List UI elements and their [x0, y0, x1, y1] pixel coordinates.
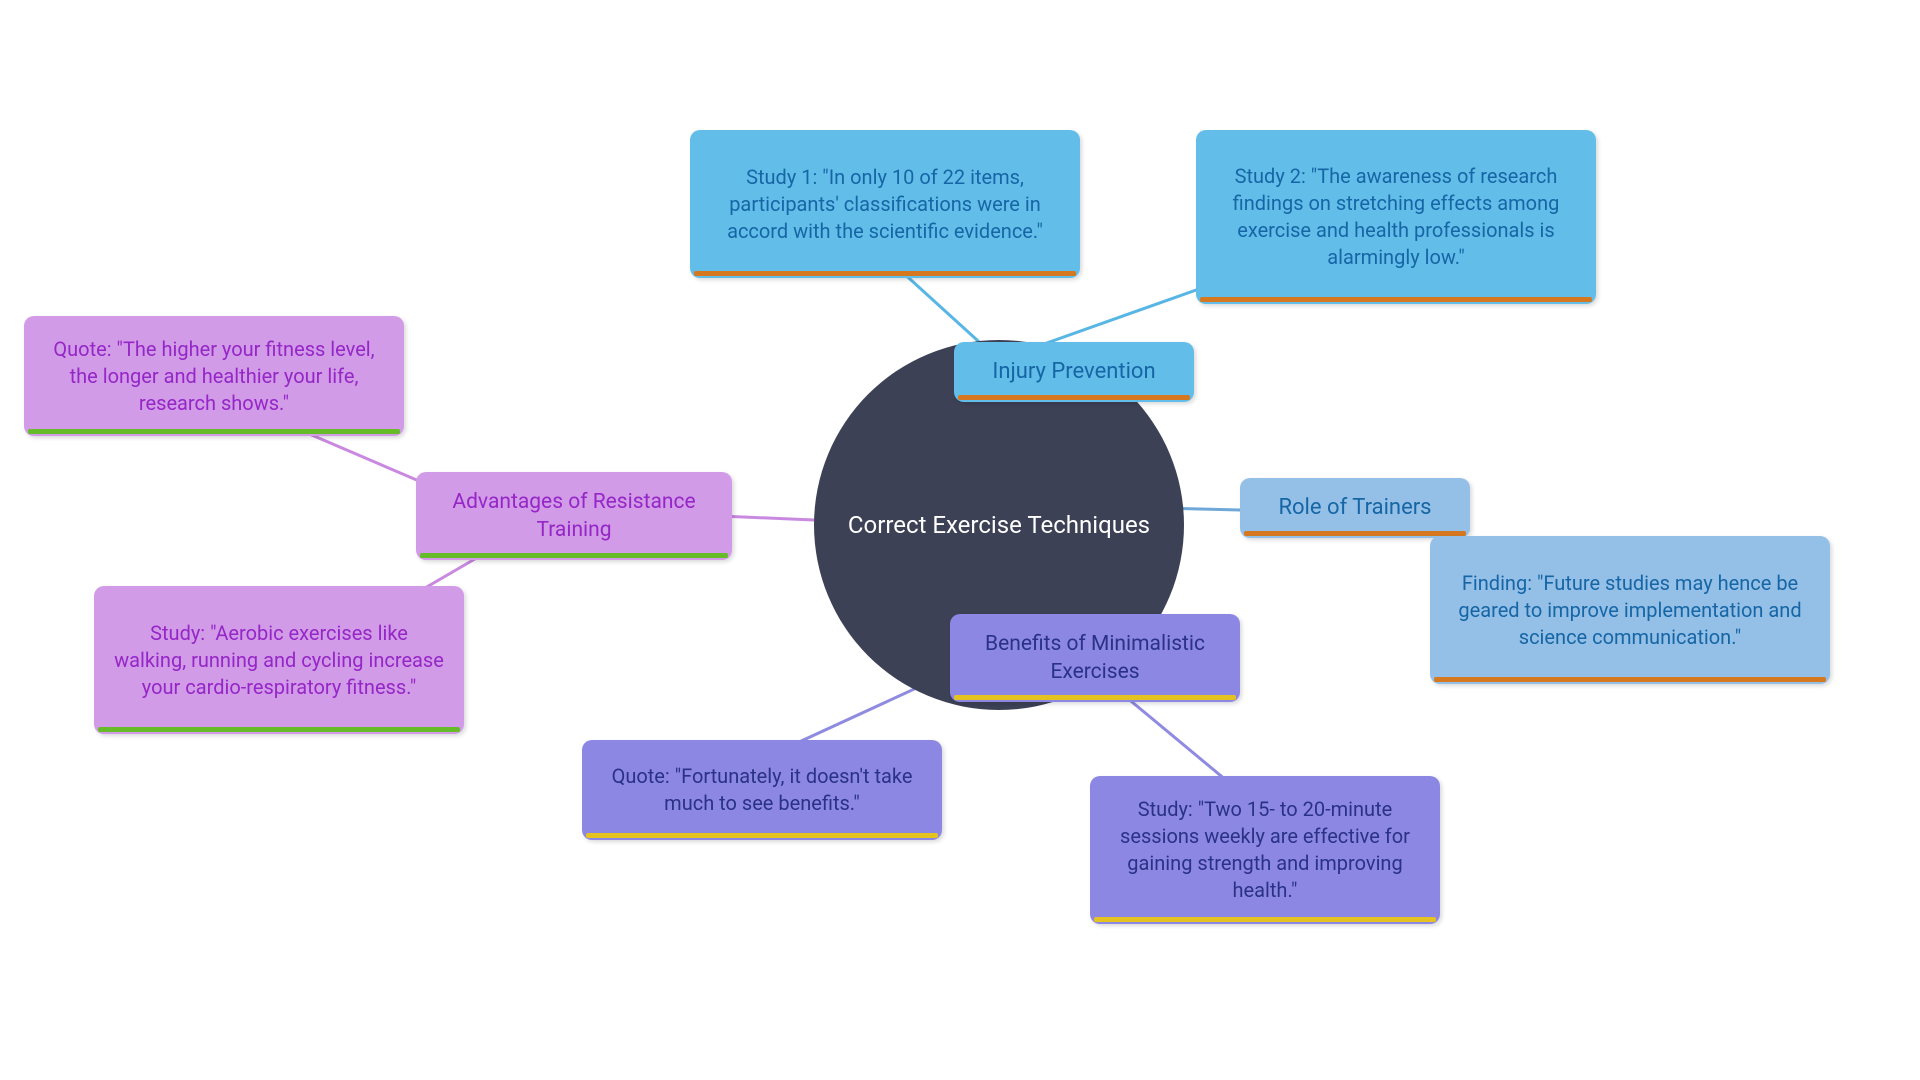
node-mini-quote: Quote: "Fortunately, it doesn't take muc…: [582, 740, 942, 840]
node-underline: [420, 553, 728, 558]
node-underline: [958, 395, 1190, 400]
node-label: Finding: "Future studies may hence be ge…: [1448, 570, 1812, 651]
node-underline: [1094, 917, 1436, 922]
node-label: Study: "Aerobic exercises like walking, …: [112, 620, 446, 701]
node-label: Injury Prevention: [992, 357, 1155, 387]
node-label: Quote: "The higher your fitness level, t…: [42, 336, 386, 417]
node-label: Study 2: "The awareness of research find…: [1214, 163, 1578, 271]
node-underline: [1200, 297, 1592, 302]
node-underline: [1244, 531, 1466, 536]
node-mini-study: Study: "Two 15- to 20-minute sessions we…: [1090, 776, 1440, 924]
node-underline: [694, 271, 1076, 276]
center-label: Correct Exercise Techniques: [848, 511, 1150, 539]
node-label: Quote: "Fortunately, it doesn't take muc…: [600, 763, 924, 817]
mindmap-canvas: Correct Exercise Techniques Injury Preven…: [0, 0, 1920, 1080]
node-underline: [586, 833, 938, 838]
node-underline: [98, 727, 460, 732]
node-injury-study-1: Study 1: "In only 10 of 22 items, partic…: [690, 130, 1080, 278]
node-res-study: Study: "Aerobic exercises like walking, …: [94, 586, 464, 734]
node-injury-prevention: Injury Prevention: [954, 342, 1194, 402]
node-resistance: Advantages of Resistance Training: [416, 472, 732, 560]
node-label: Benefits of Minimalistic Exercises: [968, 630, 1222, 687]
node-label: Advantages of Resistance Training: [434, 488, 714, 545]
node-underline: [1434, 677, 1826, 682]
node-res-quote: Quote: "The higher your fitness level, t…: [24, 316, 404, 436]
node-label: Role of Trainers: [1278, 493, 1431, 523]
node-role-finding: Finding: "Future studies may hence be ge…: [1430, 536, 1830, 684]
node-label: Study 1: "In only 10 of 22 items, partic…: [708, 164, 1062, 245]
node-role-trainers: Role of Trainers: [1240, 478, 1470, 538]
node-minimalistic: Benefits of Minimalistic Exercises: [950, 614, 1240, 702]
node-injury-study-2: Study 2: "The awareness of research find…: [1196, 130, 1596, 304]
node-underline: [954, 695, 1236, 700]
node-label: Study: "Two 15- to 20-minute sessions we…: [1108, 796, 1422, 904]
node-underline: [28, 429, 400, 434]
